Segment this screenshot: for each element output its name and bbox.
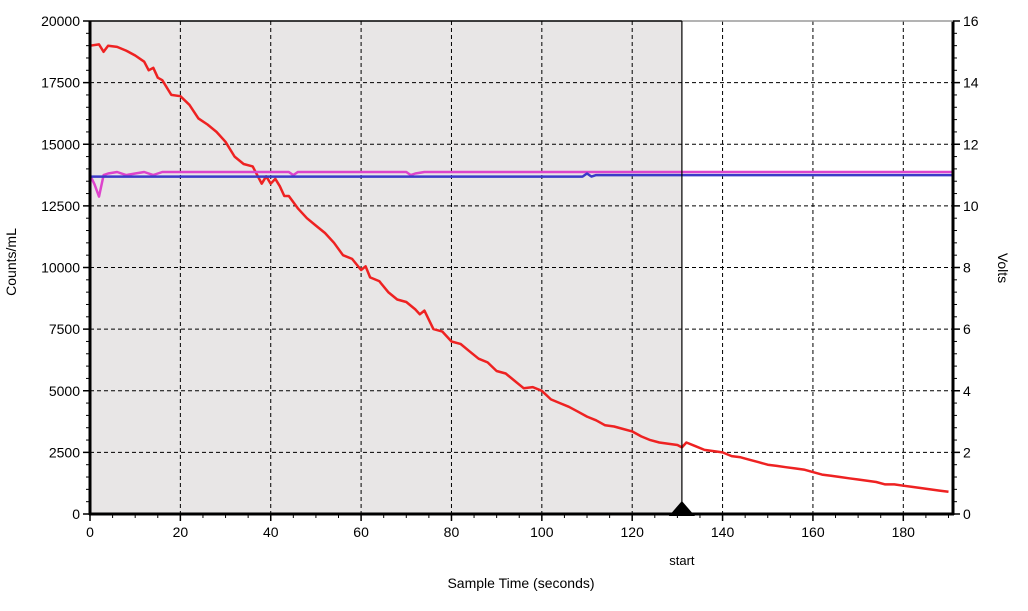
grid-layer bbox=[90, 21, 953, 514]
y-left-tick-label: 10000 bbox=[41, 260, 80, 276]
y-left-tick-label: 17500 bbox=[41, 75, 80, 91]
series-line-2 bbox=[88, 170, 953, 198]
y-left-tick-label: 7500 bbox=[49, 321, 80, 337]
start-marker[interactable]: start bbox=[668, 501, 695, 568]
y-left-tick-label: 15000 bbox=[41, 136, 80, 152]
y-axis-right-label: Volts bbox=[995, 253, 1011, 283]
y-right-tick-label: 10 bbox=[963, 198, 979, 214]
series-line-1 bbox=[89, 43, 949, 494]
y-left-tick-label: 20000 bbox=[41, 13, 80, 29]
y-right-tick-label: 12 bbox=[963, 136, 979, 152]
series-layer bbox=[88, 43, 953, 494]
y-left-tick-label: 2500 bbox=[49, 444, 80, 460]
axes-layer: 0 20 40 60 80 100 120 140 160 1800250050007500100… bbox=[41, 13, 979, 540]
y-right-tick-label: 16 bbox=[963, 13, 979, 29]
y-right-tick-label: 14 bbox=[963, 75, 979, 91]
x-tick-label: 60 bbox=[353, 524, 369, 540]
x-tick-label: 80 bbox=[444, 524, 460, 540]
start-marker-triangle[interactable] bbox=[668, 501, 695, 516]
x-tick-label: 120 bbox=[621, 524, 645, 540]
x-tick-label: 40 bbox=[263, 524, 279, 540]
y-right-tick-label: 8 bbox=[963, 260, 971, 276]
x-tick-label: 160 bbox=[801, 524, 825, 540]
y-right-tick-label: 6 bbox=[963, 321, 971, 337]
y-right-tick-label: 0 bbox=[963, 506, 971, 522]
y-axis-left-label: Counts/mL bbox=[3, 228, 19, 296]
x-tick-label: 180 bbox=[892, 524, 916, 540]
y-left-tick-label: 0 bbox=[72, 506, 80, 522]
x-tick-label: 20 bbox=[173, 524, 189, 540]
x-axis-label: Sample Time (seconds) bbox=[447, 575, 594, 591]
start-marker-label: start bbox=[669, 553, 695, 568]
y-right-tick-label: 4 bbox=[963, 383, 971, 399]
y-left-tick-label: 5000 bbox=[49, 383, 80, 399]
y-left-tick-label: 12500 bbox=[41, 198, 80, 214]
series-line-3 bbox=[90, 172, 953, 178]
x-tick-label: 100 bbox=[530, 524, 554, 540]
x-tick-label: 140 bbox=[711, 524, 735, 540]
x-tick-label: 0 bbox=[86, 524, 94, 540]
y-right-tick-label: 2 bbox=[963, 444, 971, 460]
